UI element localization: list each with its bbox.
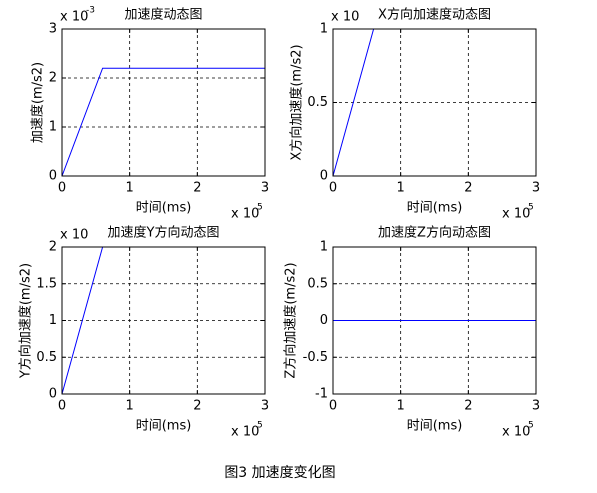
y-tick-label: 2: [49, 240, 57, 255]
x-tick-label: 0: [58, 181, 66, 196]
y-axis-label: 加速度(m/s2): [30, 62, 46, 143]
y-scale-label: x 10: [60, 228, 88, 243]
y-tick-label: 1: [49, 313, 57, 328]
subplot-title: 加速度Y方向动态图: [108, 225, 220, 241]
y-scale-exponent: -3: [86, 6, 95, 16]
axes-box: [61, 28, 266, 177]
x-scale-label: x 10: [231, 207, 259, 222]
y-axis-label: X方向加速度(m/s2): [289, 44, 305, 160]
x-tick-label: 3: [532, 181, 540, 196]
y-tick-label: 0: [320, 169, 328, 184]
x-axis-label: 时间(ms): [407, 201, 463, 216]
x-scale-label: x 10: [502, 207, 530, 222]
data-line: [62, 67, 265, 176]
x-tick-label: 0: [329, 181, 337, 196]
x-tick-label: 2: [464, 399, 472, 414]
y-tick-label: -1: [315, 387, 328, 402]
y-tick-label: 1: [320, 22, 328, 37]
y-tick-label: 1.5: [36, 276, 57, 291]
subplot-title: 加速度动态图: [124, 7, 202, 23]
x-tick-label: 0: [58, 399, 66, 414]
subplot-title: X方向加速度动态图: [378, 7, 491, 23]
x-tick-label: 1: [397, 181, 405, 196]
y-tick-label: 0: [320, 313, 328, 328]
y-axis-label: Z方向加速度(m/s2): [283, 262, 299, 378]
y-tick-label: 2: [49, 71, 57, 86]
y-tick-label: 0.5: [307, 95, 328, 110]
x-tick-label: 0: [329, 399, 337, 414]
x-scale-exponent: 5: [528, 421, 534, 431]
x-scale-label: x 10: [231, 425, 259, 440]
x-scale-exponent: 5: [528, 203, 534, 213]
x-tick-label: 3: [261, 399, 269, 414]
x-tick-label: 1: [126, 181, 134, 196]
axes-box: [61, 246, 266, 395]
y-tick-label: -0.5: [303, 350, 328, 365]
data-line: [333, 29, 375, 176]
y-tick-label: 0: [49, 387, 57, 402]
y-tick-label: 1: [49, 120, 57, 135]
subplot-title: 加速度Z方向动态图: [378, 225, 491, 241]
x-scale-label: x 10: [502, 425, 530, 440]
x-tick-label: 3: [261, 181, 269, 196]
y-scale-label: x 10: [331, 10, 359, 25]
x-scale-exponent: 5: [257, 203, 263, 213]
x-tick-label: 1: [397, 399, 405, 414]
x-axis-label: 时间(ms): [407, 419, 463, 434]
y-tick-label: 3: [49, 22, 57, 37]
x-scale-exponent: 5: [257, 421, 263, 431]
x-tick-label: 2: [464, 181, 472, 196]
y-scale-label: x 10: [60, 10, 88, 25]
y-tick-label: 1: [320, 240, 328, 255]
y-tick-label: 0.5: [36, 350, 57, 365]
axes-box: [332, 246, 537, 395]
y-tick-label: 0: [49, 169, 57, 184]
x-axis-label: 时间(ms): [136, 201, 192, 216]
y-tick-label: 0.5: [307, 276, 328, 291]
x-tick-label: 2: [193, 181, 201, 196]
x-axis-label: 时间(ms): [136, 419, 192, 434]
x-tick-label: 1: [126, 399, 134, 414]
figure-caption: 图3 加速度变化图: [224, 465, 335, 481]
x-tick-label: 3: [532, 399, 540, 414]
x-tick-label: 2: [193, 399, 201, 414]
axes-box: [332, 28, 537, 177]
y-axis-label: Y方向加速度(m/s2): [18, 263, 34, 379]
data-line: [62, 247, 265, 394]
